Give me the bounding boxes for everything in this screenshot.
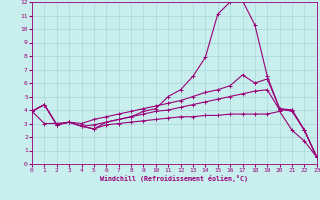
X-axis label: Windchill (Refroidissement éolien,°C): Windchill (Refroidissement éolien,°C) xyxy=(100,175,248,182)
